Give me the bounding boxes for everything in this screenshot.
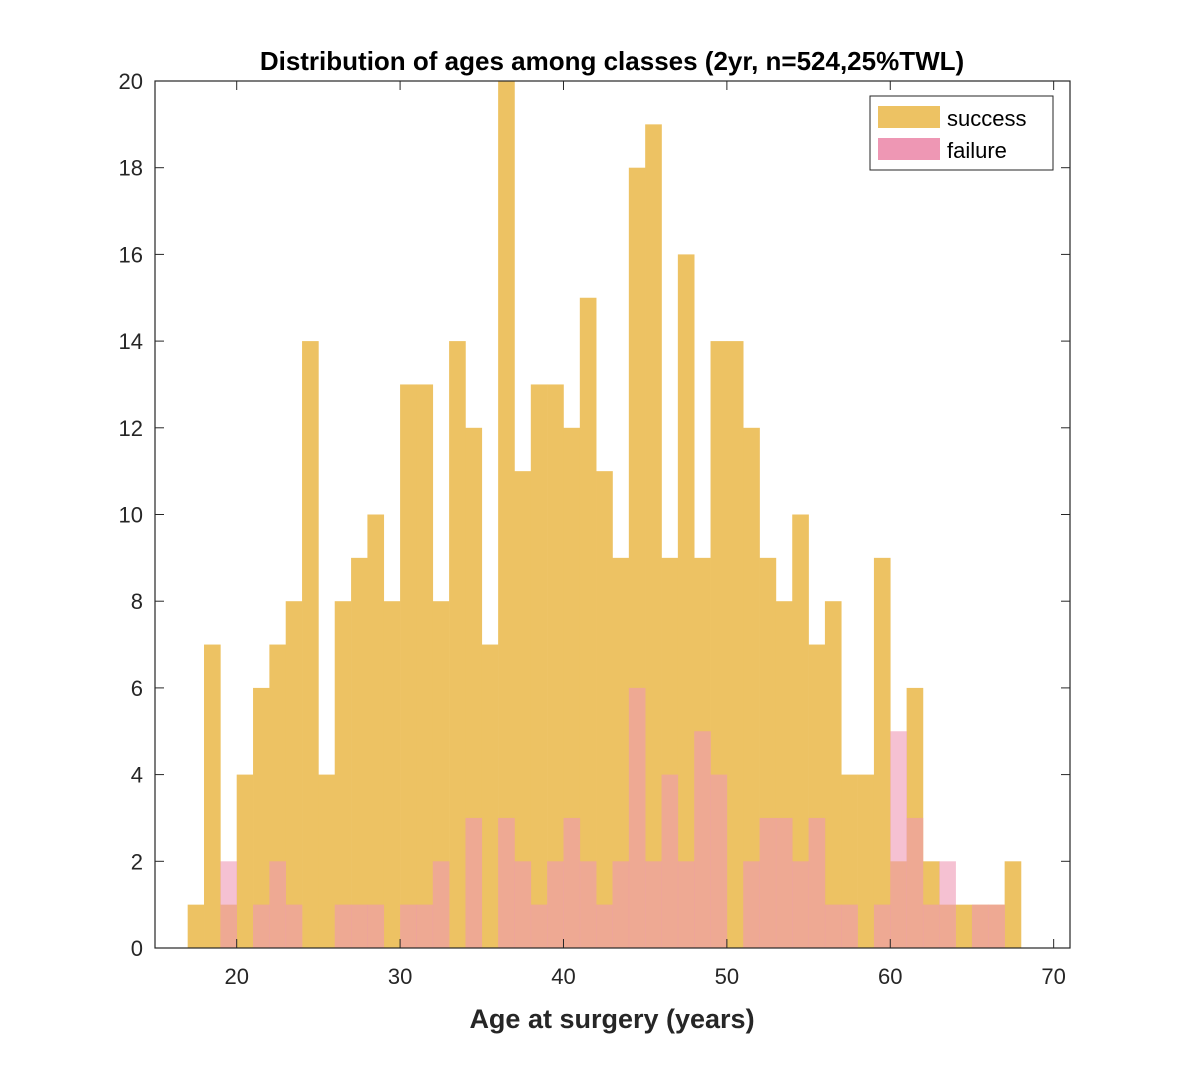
bar-failure-28 bbox=[792, 861, 809, 948]
bar-failure-2 bbox=[269, 861, 287, 948]
bar-success-12 bbox=[383, 601, 401, 948]
x-tick-label-2: 40 bbox=[551, 964, 575, 989]
bar-success-4 bbox=[253, 687, 270, 948]
bar-success-0 bbox=[187, 904, 205, 948]
bar-success-9 bbox=[334, 601, 352, 948]
bar-failure-15 bbox=[563, 817, 581, 948]
y-tick-label-10: 20 bbox=[119, 69, 143, 94]
bar-success-21 bbox=[530, 384, 548, 948]
y-tick-label-2: 4 bbox=[131, 763, 143, 788]
bar-failure-7 bbox=[400, 904, 417, 948]
y-tick-label-9: 18 bbox=[119, 156, 143, 181]
bar-success-37 bbox=[792, 514, 809, 948]
bar-success-34 bbox=[743, 427, 760, 948]
x-tick-label-0: 20 bbox=[224, 964, 248, 989]
y-tick-label-8: 16 bbox=[119, 242, 143, 267]
bar-failure-26 bbox=[759, 817, 777, 948]
bar-failure-5 bbox=[351, 904, 368, 948]
bar-failure-38 bbox=[988, 904, 1005, 948]
bar-failure-33 bbox=[890, 731, 907, 948]
bar-failure-3 bbox=[285, 904, 303, 948]
bar-failure-10 bbox=[465, 817, 483, 948]
y-tick-label-3: 6 bbox=[131, 676, 143, 701]
bar-success-33 bbox=[726, 341, 744, 949]
bar-failure-25 bbox=[743, 861, 760, 948]
bar-failure-0 bbox=[220, 861, 237, 948]
bar-success-20 bbox=[514, 471, 532, 948]
y-tick-label-1: 2 bbox=[131, 849, 143, 874]
bar-failure-35 bbox=[922, 904, 940, 948]
bar-failure-1 bbox=[253, 904, 270, 948]
bar-failure-13 bbox=[530, 904, 548, 948]
bar-success-3 bbox=[236, 774, 254, 948]
x-tick-label-5: 70 bbox=[1041, 964, 1065, 989]
bar-failure-12 bbox=[514, 861, 532, 948]
bar-failure-20 bbox=[645, 861, 662, 948]
ticks-layer: 20 30 40 50 60 70 0 2 4 6 8 10 12 14 16 18 20 bbox=[119, 69, 1070, 989]
bar-failure-27 bbox=[775, 817, 793, 948]
bar-success-50 bbox=[1004, 861, 1022, 948]
y-tick-label-0: 0 bbox=[131, 936, 143, 961]
bar-failure-29 bbox=[808, 817, 826, 948]
bar-success-10 bbox=[351, 557, 368, 948]
bar-success-22 bbox=[547, 384, 564, 948]
bar-failure-17 bbox=[596, 904, 613, 948]
bar-failure-31 bbox=[841, 904, 858, 948]
bar-failure-4 bbox=[334, 904, 352, 948]
bar-failure-8 bbox=[416, 904, 434, 948]
legend-swatch-failure bbox=[878, 138, 940, 160]
bar-success-19 bbox=[498, 81, 515, 948]
x-tick-label-3: 50 bbox=[715, 964, 739, 989]
bar-failure-19 bbox=[628, 687, 646, 948]
bar-failure-32 bbox=[873, 904, 891, 948]
bar-success-1 bbox=[204, 644, 221, 948]
y-tick-label-6: 12 bbox=[119, 416, 143, 441]
bar-success-28 bbox=[645, 124, 662, 949]
bar-failure-18 bbox=[612, 861, 630, 948]
bar-failure-16 bbox=[579, 861, 597, 948]
bar-failure-36 bbox=[939, 861, 956, 948]
y-tick-label-7: 14 bbox=[119, 329, 143, 354]
legend-label-failure: failure bbox=[947, 138, 1007, 163]
x-axis-label: Age at surgery (years) bbox=[469, 1004, 754, 1034]
y-tick-label-5: 10 bbox=[119, 503, 143, 528]
chart-title: Distribution of ages among classes (2yr,… bbox=[260, 46, 964, 76]
bar-success-11 bbox=[367, 514, 385, 948]
bar-failure-14 bbox=[547, 861, 564, 948]
bar-failure-24 bbox=[710, 774, 728, 948]
bar-success-42 bbox=[873, 557, 891, 948]
legend: success failure bbox=[869, 95, 1054, 171]
bar-failure-34 bbox=[906, 817, 924, 948]
bar-success-39 bbox=[824, 601, 842, 948]
legend-label-success: success bbox=[947, 106, 1026, 131]
bar-failure-6 bbox=[367, 904, 385, 948]
y-tick-label-4: 8 bbox=[131, 589, 143, 614]
bar-failure-22 bbox=[677, 861, 695, 948]
bar-success-7 bbox=[302, 341, 319, 949]
bar-failure-30 bbox=[824, 904, 842, 948]
bar-success-13 bbox=[400, 384, 417, 948]
bar-success-8 bbox=[318, 774, 336, 948]
bar-success-25 bbox=[596, 471, 613, 948]
bar-success-41 bbox=[857, 774, 875, 948]
bar-success-18 bbox=[481, 644, 499, 948]
legend-swatch-success bbox=[878, 106, 940, 128]
bar-failure-21 bbox=[661, 774, 679, 948]
bar-success-16 bbox=[449, 341, 466, 949]
bar-failure-11 bbox=[498, 817, 515, 948]
bar-failure-9 bbox=[432, 861, 450, 948]
bars-layer bbox=[187, 81, 1022, 949]
x-tick-label-1: 30 bbox=[388, 964, 412, 989]
bar-success-6 bbox=[285, 601, 303, 948]
bar-failure-23 bbox=[694, 731, 711, 948]
bar-success-30 bbox=[677, 254, 695, 948]
bar-success-26 bbox=[612, 557, 630, 948]
bar-success-47 bbox=[955, 904, 973, 948]
bar-success-24 bbox=[579, 297, 597, 948]
bar-failure-37 bbox=[971, 904, 989, 948]
bar-success-14 bbox=[416, 384, 434, 948]
x-tick-label-4: 60 bbox=[878, 964, 902, 989]
